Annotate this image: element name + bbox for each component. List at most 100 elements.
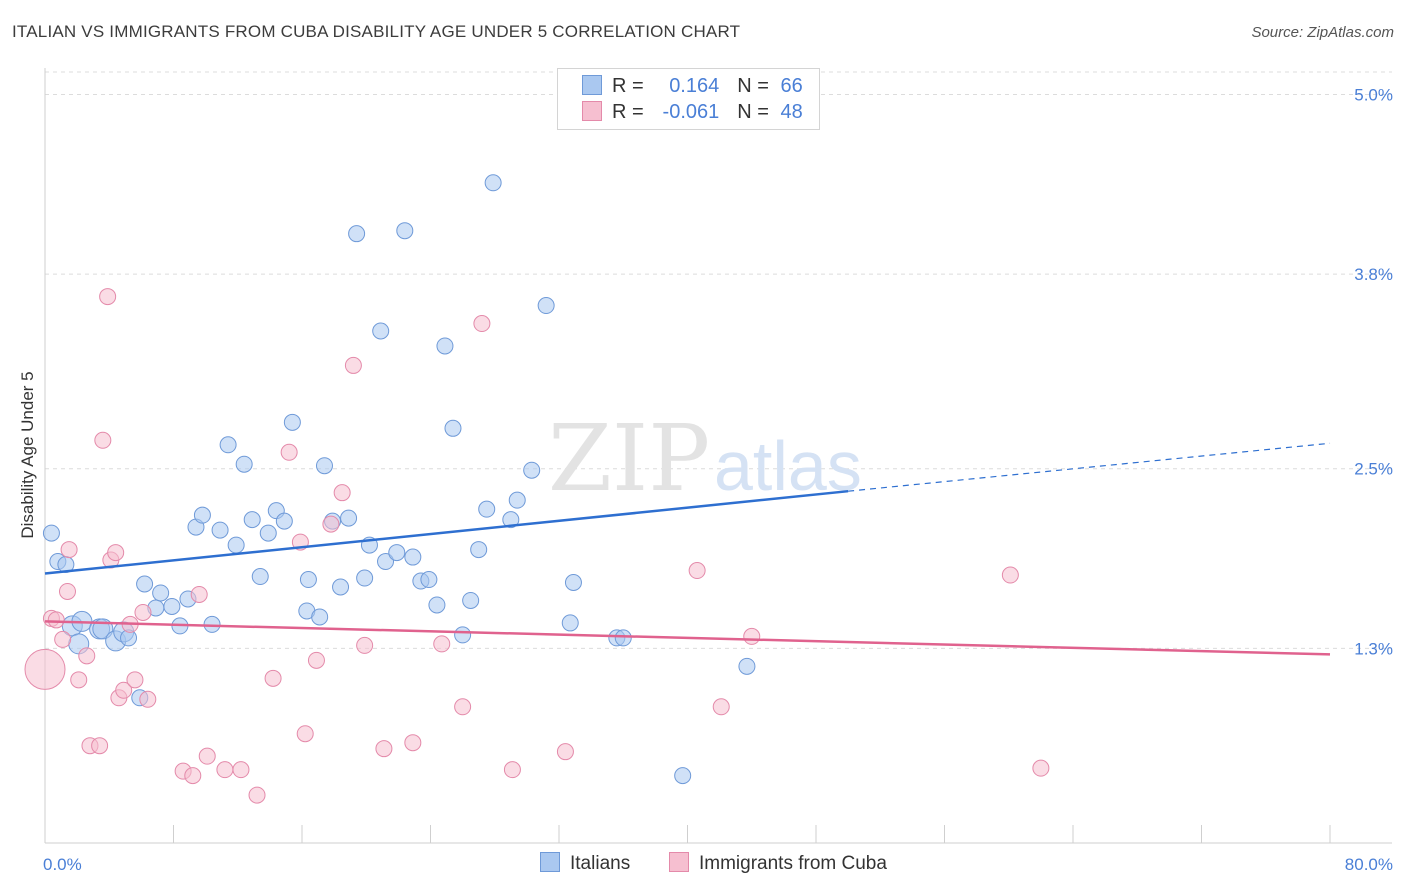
x-tick-label: 0.0% (43, 855, 82, 874)
tick-labels: 1.3% 2.5% 3.8% 5.0% 0.0% 80.0% (43, 85, 1393, 874)
italians-point (152, 584, 170, 602)
cuba-point (70, 671, 88, 689)
legend-row-cuba: R = -0.061 N = 48 (582, 101, 803, 125)
italians-point (674, 767, 692, 785)
bottom-legend-swatch-italians (540, 852, 560, 872)
cuba-point (322, 515, 340, 533)
italians-point (372, 322, 390, 340)
y-axis-label: Disability Age Under 5 (18, 371, 37, 539)
legend-n-value: 48 (780, 101, 803, 123)
italians-point (283, 413, 301, 431)
y-tick-label: 5.0% (1354, 85, 1393, 104)
bottom-legend-label-italians: Italians (570, 853, 631, 874)
cuba-point (473, 315, 491, 333)
cuba-point (248, 786, 266, 804)
cuba-point (280, 443, 298, 461)
legend-n-label: N = (737, 75, 769, 97)
legend-r-label: R = (612, 101, 644, 123)
data-points (24, 174, 1050, 804)
trend-lines (44, 442, 1331, 656)
cuba-point (344, 356, 362, 374)
italians-point (614, 629, 632, 647)
cuba-point (356, 636, 374, 654)
cuba-point (198, 747, 216, 765)
cuba-point (454, 698, 472, 716)
grid-lines (45, 71, 1392, 649)
italians-point (219, 436, 237, 454)
legend-r-value: 0.164 (669, 75, 720, 97)
cuba-point (375, 740, 393, 758)
cuba-point (58, 582, 76, 600)
bottom-legend: Italians Immigrants from Cuba (0, 852, 1406, 878)
italians-point (163, 597, 181, 615)
x-tick-label: 80.0% (1345, 855, 1393, 874)
axes (44, 68, 1392, 844)
italians-point (388, 544, 406, 562)
italians-point (396, 222, 414, 240)
cuba-point (688, 562, 706, 580)
legend-r-value: -0.061 (662, 101, 720, 123)
cuba-point (139, 690, 157, 708)
watermark: ZIP atlas (548, 405, 862, 512)
legend-swatch-italians (582, 75, 602, 95)
italians-point (332, 578, 350, 596)
italians-point (235, 455, 253, 473)
cuba-point (743, 627, 761, 645)
italians-point (470, 541, 488, 559)
italians-point (211, 521, 229, 539)
italians-point (299, 571, 317, 589)
cuba-point (78, 647, 96, 665)
legend-r-label: R = (612, 75, 644, 97)
cuba-point (296, 725, 314, 743)
italians-point (462, 591, 480, 609)
cuba-point (107, 544, 125, 562)
cuba-point (60, 541, 78, 559)
cuba-point (1001, 566, 1019, 584)
italians-point (275, 512, 293, 530)
italians-point (243, 511, 261, 529)
legend-swatch-cuba (582, 101, 602, 121)
italians-point (377, 553, 395, 571)
italians-point (444, 419, 462, 437)
cuba-point (54, 630, 72, 648)
legend-n-value: 66 (780, 75, 803, 97)
cuba-point (712, 698, 730, 716)
italians-point (251, 568, 269, 586)
italians-point (478, 500, 496, 518)
italians-point (348, 225, 366, 243)
italians-trend-line (44, 489, 849, 575)
italians-point (311, 608, 329, 626)
cuba-trend-line (44, 620, 1331, 656)
cuba-point (232, 761, 250, 779)
cuba-point (503, 761, 521, 779)
italians-point (193, 506, 211, 524)
italians-point (227, 536, 245, 554)
cuba-point (264, 669, 282, 687)
cuba-point (184, 767, 202, 785)
italians-point (738, 657, 756, 675)
bottom-legend-italians: Italians (540, 852, 630, 875)
cuba-point (433, 635, 451, 653)
italians-point (420, 571, 438, 589)
italians-point (315, 457, 333, 475)
cuba-point (1032, 759, 1050, 777)
watermark-zip: ZIP (548, 405, 710, 512)
italians-point (404, 548, 422, 566)
italians-point (537, 297, 555, 315)
italians-point (523, 461, 541, 479)
italians-point (42, 524, 60, 542)
cuba-point (24, 648, 66, 690)
cuba-point (190, 585, 208, 603)
y-tick-label: 2.5% (1354, 460, 1393, 479)
italians-point (564, 574, 582, 592)
cuba-point (91, 737, 109, 755)
cuba-point (556, 743, 574, 761)
italians-point (454, 626, 472, 644)
cuba-point (94, 431, 112, 449)
bottom-legend-label-cuba: Immigrants from Cuba (699, 853, 887, 874)
italians-point (136, 575, 154, 593)
chart-title: ITALIAN VS IMMIGRANTS FROM CUBA DISABILI… (12, 22, 741, 41)
cuba-point (307, 651, 325, 669)
cuba-point (115, 681, 133, 699)
italians-point (259, 524, 277, 542)
